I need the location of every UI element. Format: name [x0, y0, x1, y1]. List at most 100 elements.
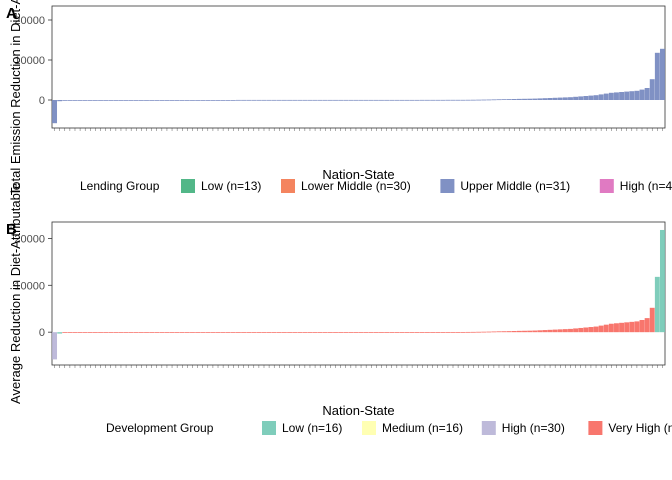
bar — [639, 89, 645, 100]
bar — [149, 100, 155, 101]
bar — [440, 332, 446, 333]
bar — [353, 99, 359, 101]
bar — [82, 100, 88, 101]
bar — [409, 332, 415, 333]
bar — [593, 95, 599, 100]
panel-label: B — [6, 221, 17, 238]
bar — [338, 99, 344, 101]
bar — [537, 98, 543, 100]
bar — [322, 99, 328, 101]
bar — [557, 97, 563, 100]
bar — [113, 100, 119, 101]
bar — [200, 332, 206, 333]
bar — [210, 100, 216, 101]
bar — [57, 100, 63, 102]
bar — [445, 99, 451, 101]
bar — [379, 99, 384, 101]
bar — [644, 88, 650, 100]
bar — [220, 332, 226, 333]
bar — [348, 332, 354, 333]
bar — [476, 331, 481, 333]
bar — [256, 332, 262, 333]
bar — [113, 332, 119, 333]
bar — [128, 332, 134, 333]
legend-label: Low (n=16) — [282, 421, 342, 435]
x-axis-title: Nation-State — [322, 403, 394, 418]
bar — [568, 328, 573, 333]
bar — [654, 276, 660, 333]
bar — [343, 99, 349, 101]
bar — [537, 330, 543, 333]
legend-swatch — [481, 421, 496, 435]
bar — [77, 332, 83, 333]
bar — [338, 332, 344, 333]
bar — [389, 99, 395, 101]
bar — [629, 321, 635, 333]
bar — [578, 96, 584, 100]
bar — [220, 100, 226, 101]
bar — [98, 332, 103, 333]
bar — [138, 100, 144, 101]
bar — [215, 332, 221, 333]
bar — [251, 99, 257, 101]
bar — [373, 332, 379, 333]
bar — [455, 99, 461, 101]
bar — [322, 332, 328, 333]
bar — [246, 332, 252, 333]
bar — [527, 330, 533, 333]
bar — [476, 99, 481, 101]
bar — [608, 92, 614, 100]
bar — [481, 99, 487, 101]
bar — [624, 322, 630, 333]
bar — [435, 99, 441, 101]
bar — [634, 90, 640, 100]
panel-frame — [51, 5, 666, 129]
bar — [506, 331, 512, 333]
legend-swatch — [281, 179, 295, 193]
bar — [225, 332, 231, 333]
bar — [205, 100, 211, 101]
bar — [394, 99, 400, 101]
bar — [445, 331, 451, 333]
bar — [215, 100, 221, 101]
legend-swatch — [262, 421, 276, 435]
bar — [62, 332, 68, 333]
y-tick-label: 20000 — [14, 233, 45, 245]
bar — [353, 332, 359, 333]
bar — [430, 332, 436, 333]
bar — [363, 99, 369, 101]
bar — [425, 332, 430, 333]
bar — [297, 332, 303, 333]
bar — [588, 95, 594, 100]
bar — [133, 100, 139, 101]
bar — [368, 332, 374, 333]
bar — [460, 331, 466, 333]
bar — [598, 325, 604, 333]
bar — [516, 330, 522, 333]
bar — [384, 99, 390, 101]
bar — [327, 332, 333, 333]
bar — [261, 332, 267, 333]
bar — [659, 48, 665, 100]
bar — [419, 99, 425, 101]
bar — [358, 332, 364, 333]
bar — [103, 100, 109, 101]
bar — [287, 332, 292, 333]
bar — [327, 99, 333, 101]
bar — [527, 98, 533, 100]
bar — [92, 100, 98, 101]
legend-title: Development Group — [106, 421, 214, 435]
bar — [307, 99, 313, 101]
bar — [373, 99, 379, 101]
bar — [159, 100, 165, 101]
bar — [241, 332, 247, 333]
bar — [583, 96, 589, 100]
bar — [368, 99, 374, 101]
bar — [195, 332, 201, 333]
bar — [281, 332, 287, 333]
bar — [522, 98, 527, 100]
bar — [67, 332, 73, 333]
bar — [302, 332, 308, 333]
